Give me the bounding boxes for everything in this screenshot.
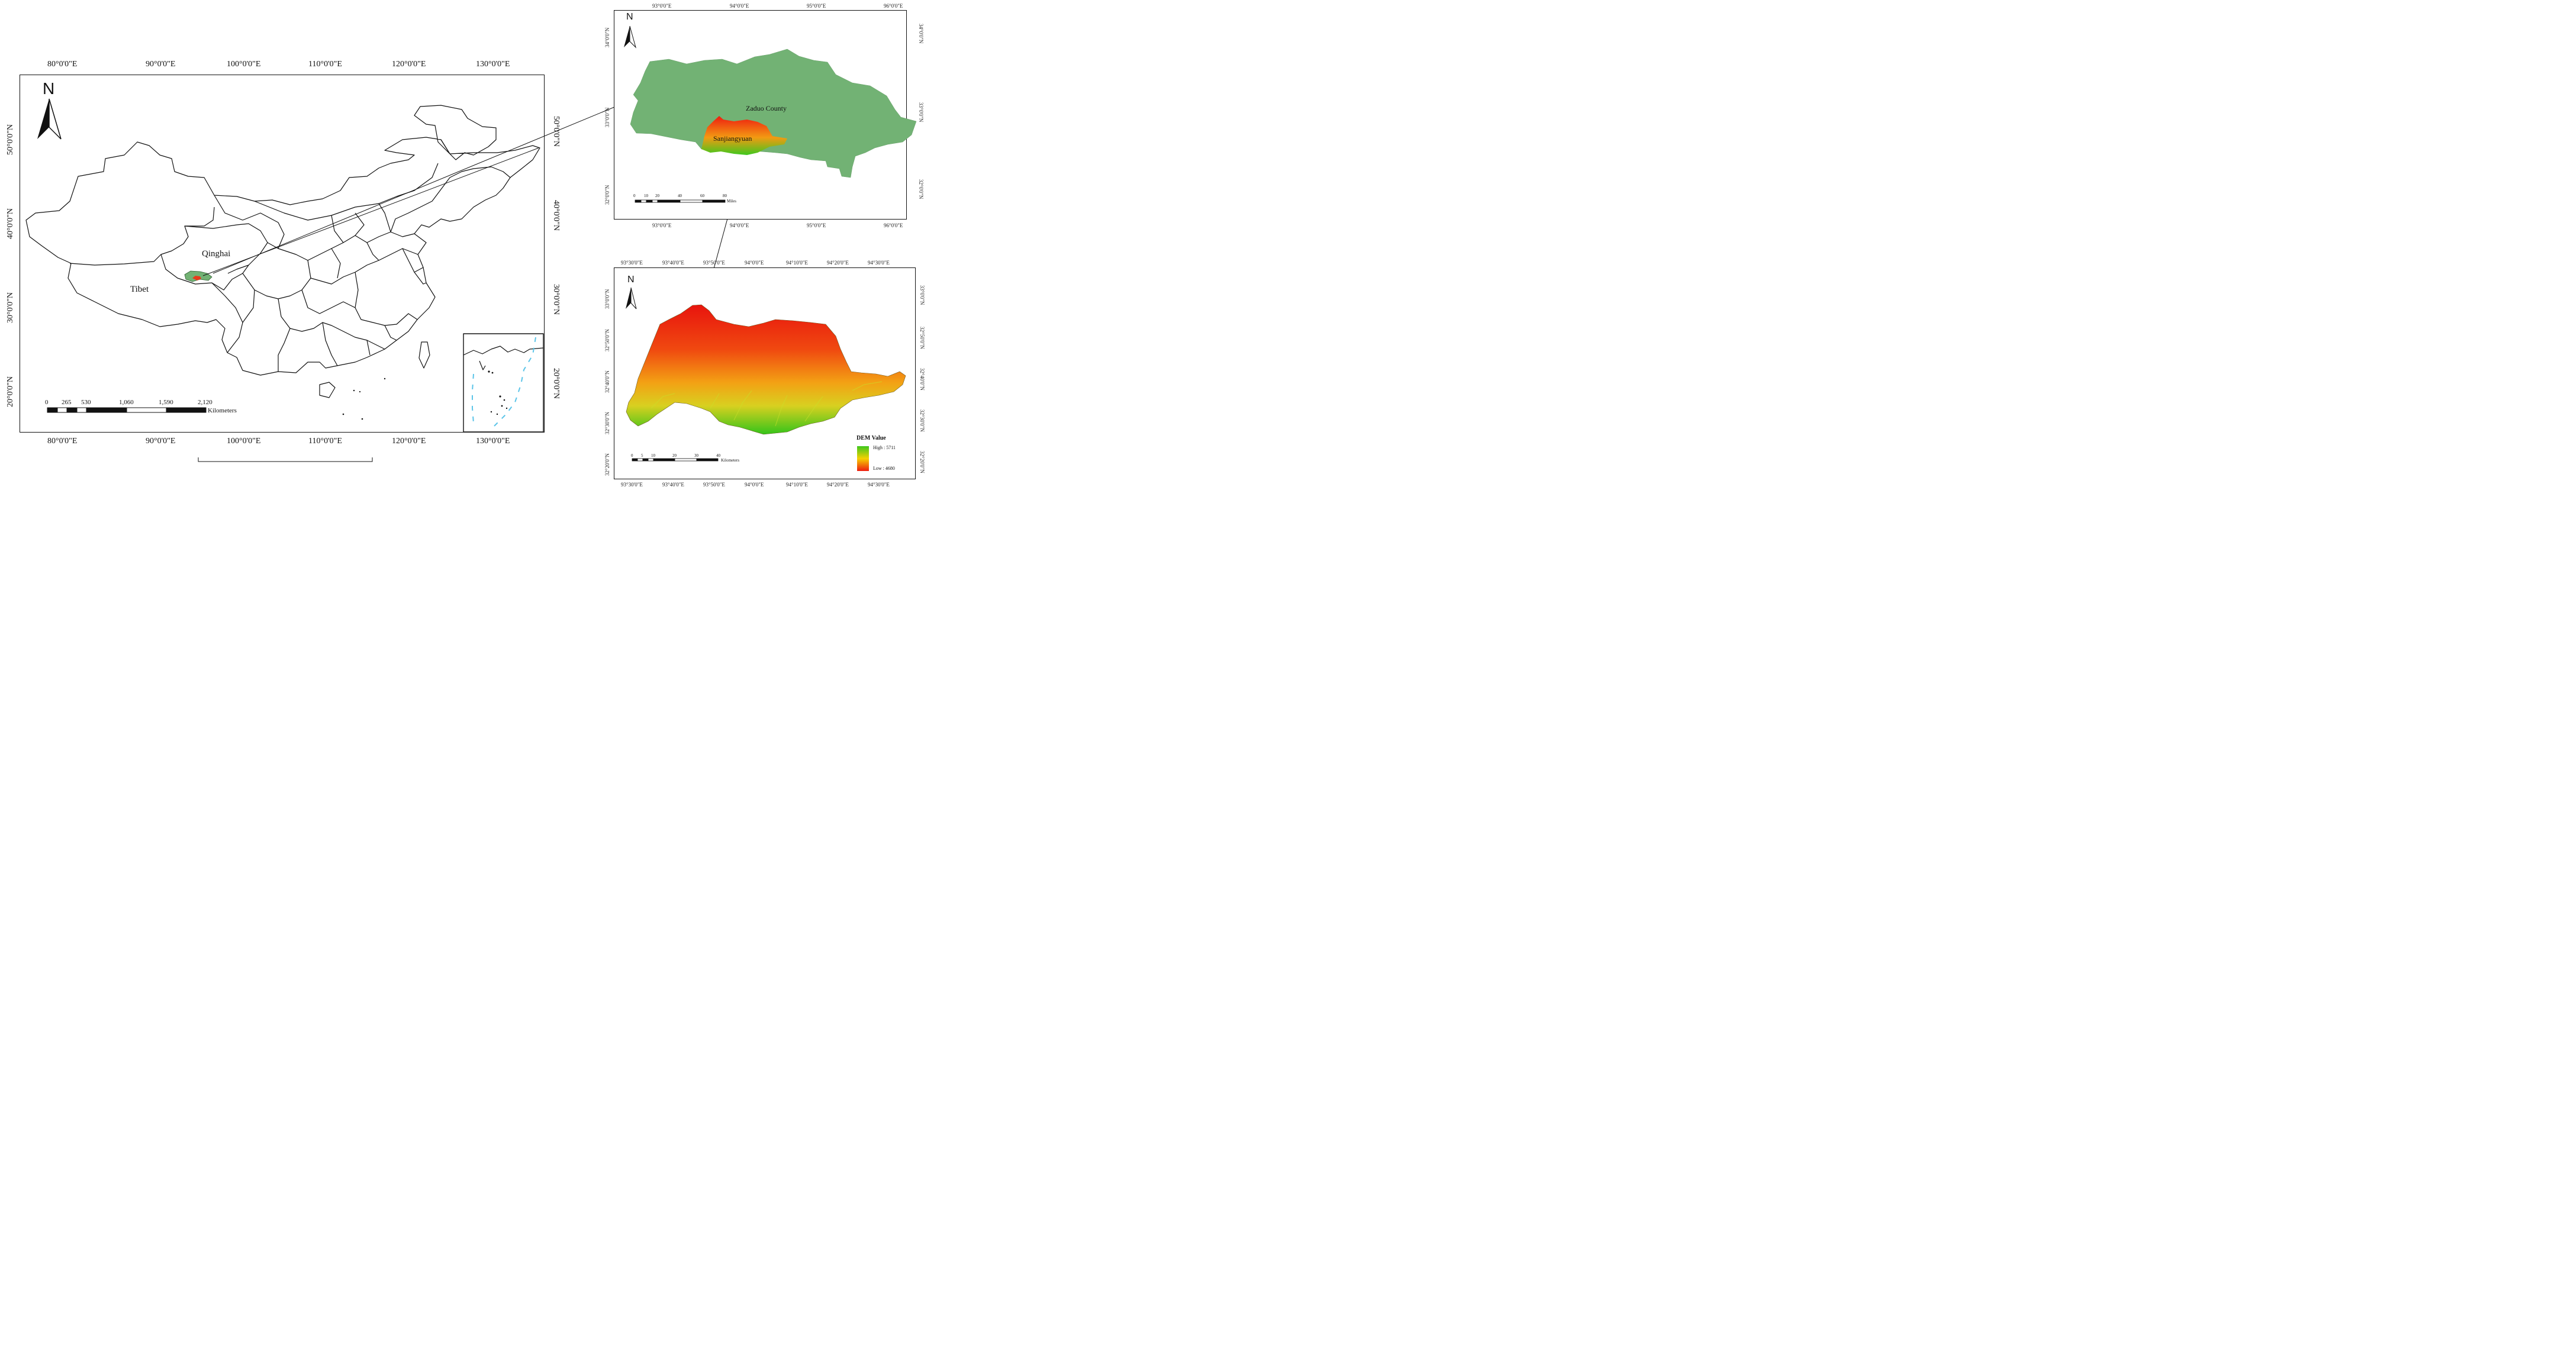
china-scale-unit: Kilometers	[208, 407, 237, 414]
dem-scale-tick: 5	[641, 453, 643, 458]
dem-top-tick: 93°40'0"E	[662, 260, 684, 266]
china-scalebar	[47, 407, 207, 413]
dem-bottom-tick: 93°30'0"E	[621, 482, 643, 488]
dem-scale-tick: 0	[631, 453, 633, 458]
china-bottom-tick: 80°0'0"E	[47, 437, 78, 446]
county-bottom-tick: 94°0'0"E	[730, 222, 749, 228]
dem-top-tick: 94°0'0"E	[745, 260, 764, 266]
county-scale-tick: 20	[655, 193, 659, 198]
china-bottom-tick: 120°0'0"E	[392, 437, 426, 446]
county-top-tick: 94°0'0"E	[730, 3, 749, 9]
dem-bottom-tick: 94°10'0"E	[786, 482, 808, 488]
dem-top-tick: 94°20'0"E	[827, 260, 849, 266]
china-north-arrow	[37, 98, 62, 140]
county-bottom-tick: 95°0'0"E	[807, 222, 826, 228]
county-map-graphics	[624, 25, 917, 203]
china-top-tick: 130°0'0"E	[476, 60, 510, 69]
china-top-tick: 110°0'0"E	[308, 60, 342, 69]
china-map-frame	[20, 75, 545, 433]
dem-legend-title: DEM Value	[856, 435, 886, 441]
dem-scale-tick: 40	[716, 453, 720, 458]
tibet-label: Tibet	[130, 285, 149, 294]
county-top-tick: 96°0'0"E	[884, 3, 903, 9]
county-bottom-tick: 96°0'0"E	[884, 222, 903, 228]
china-scale-tick: 1,590	[159, 399, 173, 406]
county-scale-tick: 10	[644, 193, 648, 198]
sanjiangyuan-shape	[701, 116, 787, 155]
county-scale-tick: 40	[678, 193, 682, 198]
county-scale-tick: 80	[723, 193, 727, 198]
dem-top-tick: 93°50'0"E	[703, 260, 725, 266]
county-top-tick: 93°0'0"E	[652, 3, 672, 9]
china-scale-tick: 0	[45, 399, 49, 406]
china-top-tick: 90°0'0"E	[146, 60, 176, 69]
dem-north-label: N	[627, 275, 635, 285]
dem-bottom-tick: 93°50'0"E	[703, 482, 725, 488]
dem-scale-tick: 20	[672, 453, 677, 458]
china-scale-tick: 2,120	[198, 399, 212, 406]
dem-scalebar	[632, 458, 719, 462]
china-provinces-map	[25, 98, 746, 462]
dem-map-graphics	[626, 287, 906, 471]
china-scale-tick: 530	[81, 399, 91, 406]
china-scale-tick: 1,060	[119, 399, 134, 406]
zaduo-county-shape	[630, 49, 917, 178]
china-bottom-tick: 100°0'0"E	[227, 437, 261, 446]
dem-bottom-tick: 94°30'0"E	[868, 482, 890, 488]
south-china-sea-inset	[463, 333, 544, 433]
dem-bottom-tick: 93°40'0"E	[662, 482, 684, 488]
dem-scale-tick: 30	[694, 453, 698, 458]
sanjiangyuan-label: Sanjiangyuan	[713, 134, 752, 143]
dem-top-tick: 94°10'0"E	[786, 260, 808, 266]
county-scale-unit: Miles	[727, 199, 736, 204]
china-top-tick: 80°0'0"E	[47, 60, 78, 69]
china-top-tick: 100°0'0"E	[227, 60, 261, 69]
dem-scale-unit: Kilometers	[721, 458, 740, 463]
dem-scale-tick: 10	[651, 453, 655, 458]
china-outline	[25, 105, 540, 376]
china-bottom-tick: 130°0'0"E	[476, 437, 510, 446]
sanjiangyuan-highlight	[192, 276, 201, 280]
county-top-tick: 95°0'0"E	[807, 3, 826, 9]
dem-north-arrow	[626, 287, 637, 309]
dem-bottom-tick: 94°0'0"E	[745, 482, 764, 488]
county-north-arrow	[624, 25, 636, 49]
county-north-label: N	[626, 12, 633, 22]
dem-top-tick: 93°30'0"E	[621, 260, 643, 266]
dem-legend-high: High : 5711	[873, 445, 896, 450]
zaduo-county-label: Zaduo County	[746, 104, 787, 112]
dem-bottom-tick: 94°20'0"E	[827, 482, 849, 488]
county-scale-tick: 0	[633, 193, 636, 198]
dem-legend-ramp	[857, 446, 869, 471]
china-north-label: N	[43, 79, 55, 98]
county-scale-tick: 60	[700, 193, 704, 198]
qinghai-label: Qinghai	[202, 249, 231, 259]
dem-top-tick: 94°30'0"E	[868, 260, 890, 266]
china-bottom-tick: 110°0'0"E	[308, 437, 342, 446]
china-scale-tick: 265	[62, 399, 72, 406]
dem-raster-shape	[626, 304, 906, 435]
county-bottom-tick: 93°0'0"E	[652, 222, 672, 228]
china-top-tick: 120°0'0"E	[392, 60, 426, 69]
china-bottom-tick: 90°0'0"E	[146, 437, 176, 446]
dem-legend-low: Low : 4680	[873, 466, 895, 471]
county-scalebar	[635, 199, 726, 203]
